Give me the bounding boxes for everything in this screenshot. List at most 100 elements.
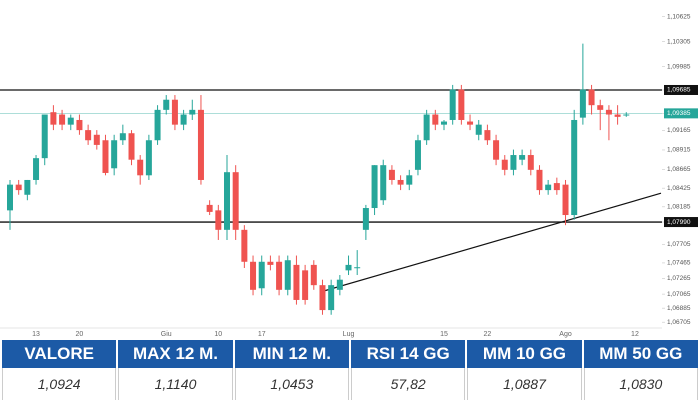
- candle-body: [111, 140, 118, 169]
- candle-body: [579, 89, 586, 118]
- candle-body: [250, 261, 257, 290]
- candle-body: [519, 155, 526, 160]
- candle-body: [553, 183, 560, 191]
- candle-body: [102, 140, 109, 173]
- candle-body: [224, 172, 230, 230]
- candle-body: [441, 121, 447, 125]
- y-tick-highlight: [664, 217, 698, 228]
- candle-body: [501, 159, 508, 170]
- value-row: 1,0924 1,1140 1,0453 57,82 1,0887 1,0830: [2, 368, 698, 400]
- stats-table: VALORE MAX 12 M. MIN 12 M. RSI 14 GG MM 10 G…: [0, 340, 700, 400]
- y-tick-label: 1,09165: [667, 127, 691, 134]
- x-tick-label: 22: [484, 331, 492, 338]
- candle-body: [467, 121, 474, 125]
- x-tick-label: 17: [258, 331, 266, 338]
- candle-body: [15, 184, 22, 191]
- candle-body: [414, 140, 421, 170]
- header-cell: MIN 12 M.: [234, 340, 349, 368]
- header-cell: MM 10 GG: [467, 340, 582, 368]
- y-tick-label: 1,07065: [667, 291, 691, 298]
- header-cell: RSI 14 GG: [350, 340, 466, 368]
- candle-body: [571, 119, 578, 216]
- candle-body: [345, 264, 352, 271]
- y-tick-label: 1,07465: [667, 260, 691, 267]
- candle-body: [128, 133, 135, 160]
- y-tick-label: 1,07265: [667, 275, 691, 282]
- y-tick-label: 1,08665: [667, 166, 691, 173]
- candle-body: [163, 99, 170, 110]
- value-cell: 1,0887: [467, 368, 582, 400]
- value-cell: 1,0830: [583, 368, 698, 400]
- candle-body: [171, 99, 178, 125]
- candle-body: [354, 267, 361, 269]
- x-tick-label: 20: [76, 331, 84, 338]
- candle-body: [232, 172, 239, 230]
- candle-body: [50, 112, 57, 125]
- candle-body: [597, 105, 604, 110]
- candle-body: [206, 204, 213, 212]
- candle-body: [310, 264, 317, 286]
- candle-body: [432, 114, 439, 125]
- header-row: VALORE MAX 12 M. MIN 12 M. RSI 14 GG MM 10 G…: [2, 340, 698, 368]
- x-tick-label: 12: [631, 331, 639, 338]
- candle-body: [33, 158, 40, 180]
- candle-body: [319, 285, 326, 311]
- candle-body: [449, 89, 456, 120]
- candle-body: [605, 109, 612, 115]
- candle-body: [527, 155, 534, 170]
- y-tick-label: 1,07990: [667, 219, 691, 226]
- candle-body: [41, 114, 48, 159]
- y-tick-label: 1,10625: [667, 13, 691, 20]
- candle-body: [406, 175, 413, 185]
- candle-body: [510, 155, 517, 170]
- y-tick-label: 1,10305: [667, 38, 691, 45]
- candle-body: [180, 114, 187, 125]
- candle-body: [241, 229, 248, 262]
- candle-body: [267, 261, 274, 265]
- candle-body: [7, 184, 13, 211]
- candle-body: [588, 89, 595, 106]
- candle-body: [614, 114, 621, 117]
- y-tick-label: 1,08915: [667, 147, 691, 154]
- candle-body: [76, 119, 83, 131]
- candle-body: [536, 169, 543, 191]
- candle-body: [336, 279, 343, 290]
- candle-body: [67, 117, 74, 125]
- header-cell: MAX 12 M.: [118, 340, 233, 368]
- y-tick-label: 1,08185: [667, 204, 691, 211]
- candle-body: [458, 89, 465, 120]
- x-tick-label: Ago: [559, 331, 572, 338]
- candle-body: [371, 165, 378, 209]
- candle-body: [24, 179, 31, 195]
- value-cell: 1,0453: [234, 368, 349, 400]
- candle-body: [93, 134, 100, 145]
- candle-body: [423, 114, 430, 141]
- candle-body: [328, 285, 335, 311]
- candle-body: [276, 261, 283, 290]
- candle-body: [59, 114, 66, 125]
- candle-body: [380, 165, 387, 201]
- y-tick-label: 1,06705: [667, 319, 691, 326]
- x-tick-label: 13: [32, 331, 40, 338]
- candle-body: [562, 184, 569, 216]
- header-cell: VALORE: [2, 340, 117, 368]
- y-tick-label: 1,08425: [667, 185, 691, 192]
- candle-body: [293, 264, 300, 300]
- candle-body: [154, 109, 161, 141]
- x-tick-label: 10: [214, 331, 222, 338]
- candle-body: [85, 130, 92, 141]
- value-cell: 57,82: [350, 368, 466, 400]
- candle-body: [137, 159, 144, 176]
- y-tick-label: 1,09385: [667, 110, 691, 117]
- candle-body: [197, 109, 204, 180]
- candle-body: [397, 179, 404, 185]
- y-tick-label: 1,09985: [667, 63, 691, 70]
- value-cell: 1,0924: [2, 368, 117, 400]
- header-cell: MM 50 GG: [583, 340, 698, 368]
- candle-body: [215, 210, 222, 230]
- y-tick-label: 1,09685: [667, 87, 691, 94]
- x-tick-label: Giu: [161, 331, 172, 338]
- candle-body: [119, 133, 126, 141]
- candle-body: [484, 130, 491, 141]
- candle-body: [623, 114, 630, 116]
